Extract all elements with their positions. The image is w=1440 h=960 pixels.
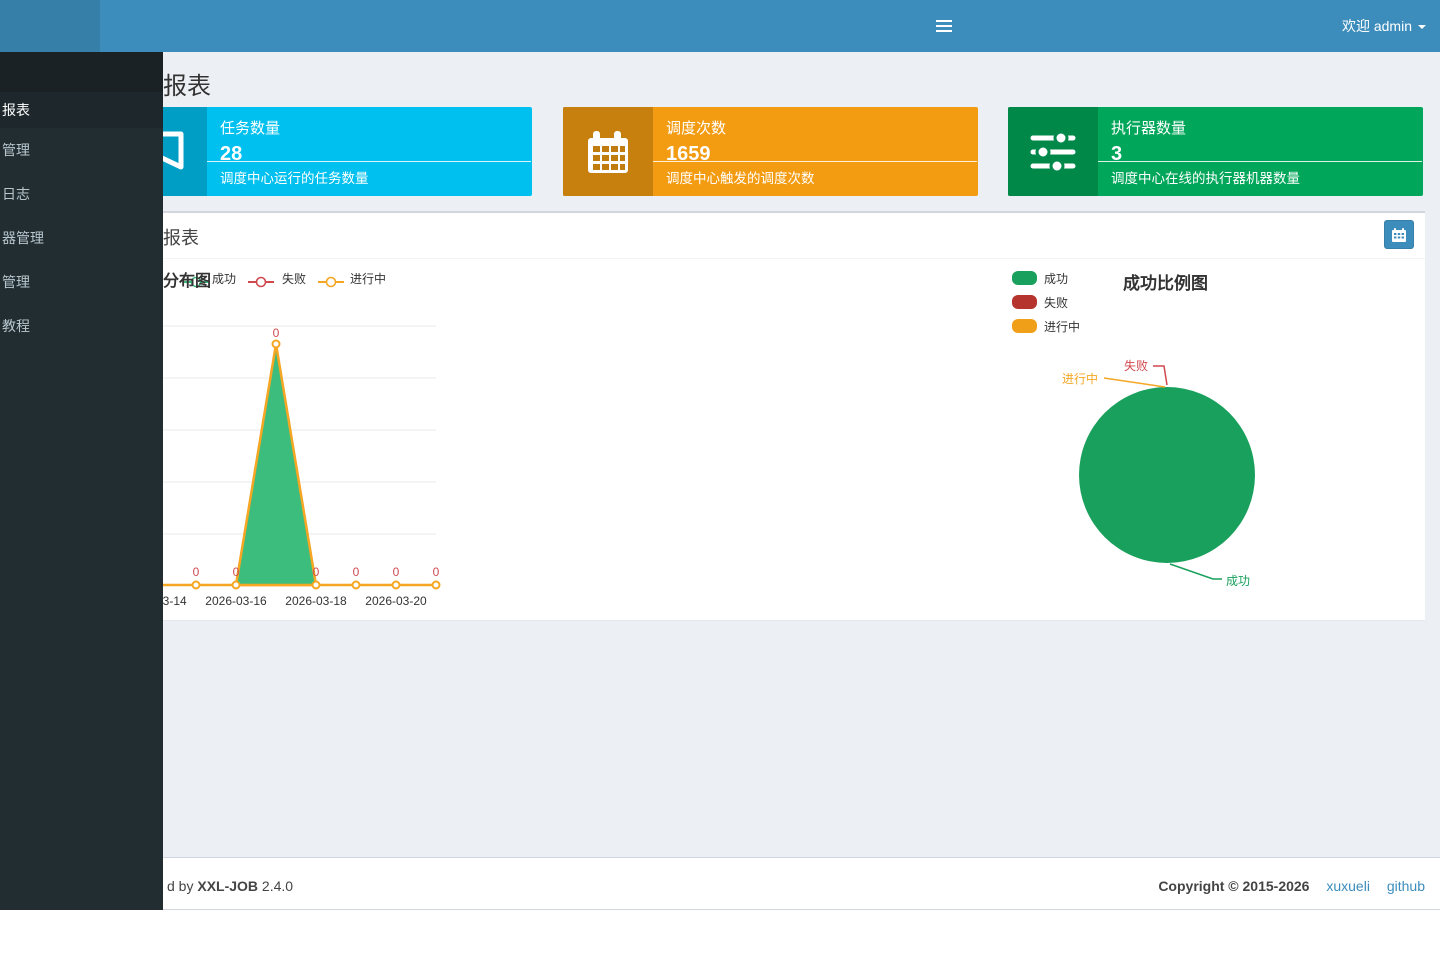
svg-text:0: 0 (313, 565, 320, 579)
pie-chart-title: 成功比例图 (1123, 274, 1208, 293)
stat-title: 任务数量 (220, 120, 281, 137)
svg-text:2026-03-16: 2026-03-16 (205, 594, 267, 608)
legend-marker-success[interactable] (183, 276, 209, 288)
pie-callout-lines (1103, 365, 1222, 580)
svg-text:2026-03-18: 2026-03-18 (285, 594, 347, 608)
calendar-icon (1392, 227, 1406, 242)
svg-text:0: 0 (233, 565, 240, 579)
top-navbar: 欢迎 admin (0, 0, 1440, 52)
legend-item-success[interactable]: 成功 (212, 272, 237, 286)
xuxueli-link[interactable]: xuxueli (1326, 878, 1370, 894)
svg-text:2026-03-20: 2026-03-20 (365, 594, 427, 608)
pie-legend-label-fail[interactable]: 失败 (1044, 296, 1069, 310)
pie-legend-label-success[interactable]: 成功 (1044, 272, 1069, 286)
stat-box-trigger-count: 调度次数 1659 调度中心触发的调度次数 (563, 107, 978, 196)
sidebar-item-job-log[interactable]: 日志 (2, 186, 30, 202)
copyright-text: Copyright © 2015-2026 (1158, 878, 1310, 894)
date-range-button[interactable] (1384, 220, 1414, 249)
success-series-area (234, 342, 318, 587)
logo-area (0, 0, 100, 52)
pie-callout-running: 进行中 (1062, 372, 1099, 386)
legend-item-running[interactable]: 进行中 (350, 272, 387, 286)
legend-item-fail[interactable]: 失败 (282, 272, 307, 286)
pie-legend-swatch-running[interactable] (1012, 319, 1037, 333)
stat-value: 28 (220, 143, 243, 165)
footer-powered-by: d by XXL-JOB 2.4.0 (167, 878, 294, 894)
stat-desc: 调度中心运行的任务数量 (207, 161, 531, 196)
stat-title: 执行器数量 (1111, 120, 1187, 137)
x-axis-tick-labels: 2026-03-14 2026-03-16 2026-03-18 2026-03… (125, 594, 427, 608)
line-chart-title: 分布图 (163, 273, 212, 290)
panel-header-divider (117, 258, 1425, 259)
success-ratio-pie (1079, 387, 1255, 563)
sidebar-toggle-icon[interactable] (923, 0, 965, 52)
sidebar-header (0, 52, 163, 92)
calendar-icon (563, 107, 653, 196)
legend-marker-running[interactable] (318, 276, 344, 288)
stat-desc: 调度中心触发的调度次数 (653, 161, 977, 196)
user-dropdown[interactable]: 欢迎 admin (1342, 0, 1426, 52)
pie-legend-label-running[interactable]: 进行中 (1044, 320, 1081, 334)
sidebar-item-run-report[interactable]: 报表 (0, 92, 163, 128)
page-title: 报表 (163, 73, 211, 100)
svg-text:0: 0 (433, 565, 440, 579)
sidebar: 报表 管理 日志 器管理 管理 教程 (0, 52, 163, 910)
sidebar-item-executor-manage[interactable]: 器管理 (2, 230, 44, 246)
pie-legend-swatch-fail[interactable] (1012, 295, 1037, 309)
brand-name: XXL-JOB (197, 878, 259, 894)
sliders-icon (1008, 107, 1098, 196)
stat-value: 3 (1111, 143, 1123, 165)
welcome-text: 欢迎 admin (1341, 18, 1412, 34)
legend-marker-fail[interactable] (248, 276, 274, 288)
sidebar-item-job-manage[interactable]: 管理 (2, 142, 30, 158)
github-link[interactable]: github (1386, 878, 1425, 894)
stat-box-executor-count: 执行器数量 3 调度中心在线的执行器机器数量 (1008, 107, 1423, 196)
svg-text:0: 0 (393, 565, 400, 579)
chevron-down-icon (1418, 25, 1426, 30)
pie-callout-success: 成功 (1226, 574, 1251, 588)
stat-title: 调度次数 (666, 120, 727, 137)
pie-callout-fail: 失败 (1124, 359, 1149, 373)
stat-desc: 调度中心在线的执行器机器数量 (1098, 161, 1422, 196)
svg-text:0: 0 (273, 326, 280, 340)
svg-text:0: 0 (193, 565, 200, 579)
sidebar-item-help[interactable]: 教程 (2, 318, 30, 334)
stat-box-job-count: 任务数量 28 调度中心运行的任务数量 (117, 107, 532, 196)
pie-legend-swatch-success[interactable] (1012, 271, 1037, 285)
footer: d by XXL-JOB 2.4.0 Copyright © 2015-2026… (0, 857, 1440, 910)
date-distribution-chart: 0 0 0 0 0 0 0 2026-03-14 2026-03-16 2026… (117, 325, 441, 608)
sidebar-item-user-manage[interactable]: 管理 (2, 274, 30, 290)
svg-text:0: 0 (353, 565, 360, 579)
zero-value-labels: 0 0 0 0 0 0 0 (193, 326, 440, 579)
stat-value: 1659 (666, 143, 711, 165)
panel-title: 报表 (163, 228, 199, 248)
